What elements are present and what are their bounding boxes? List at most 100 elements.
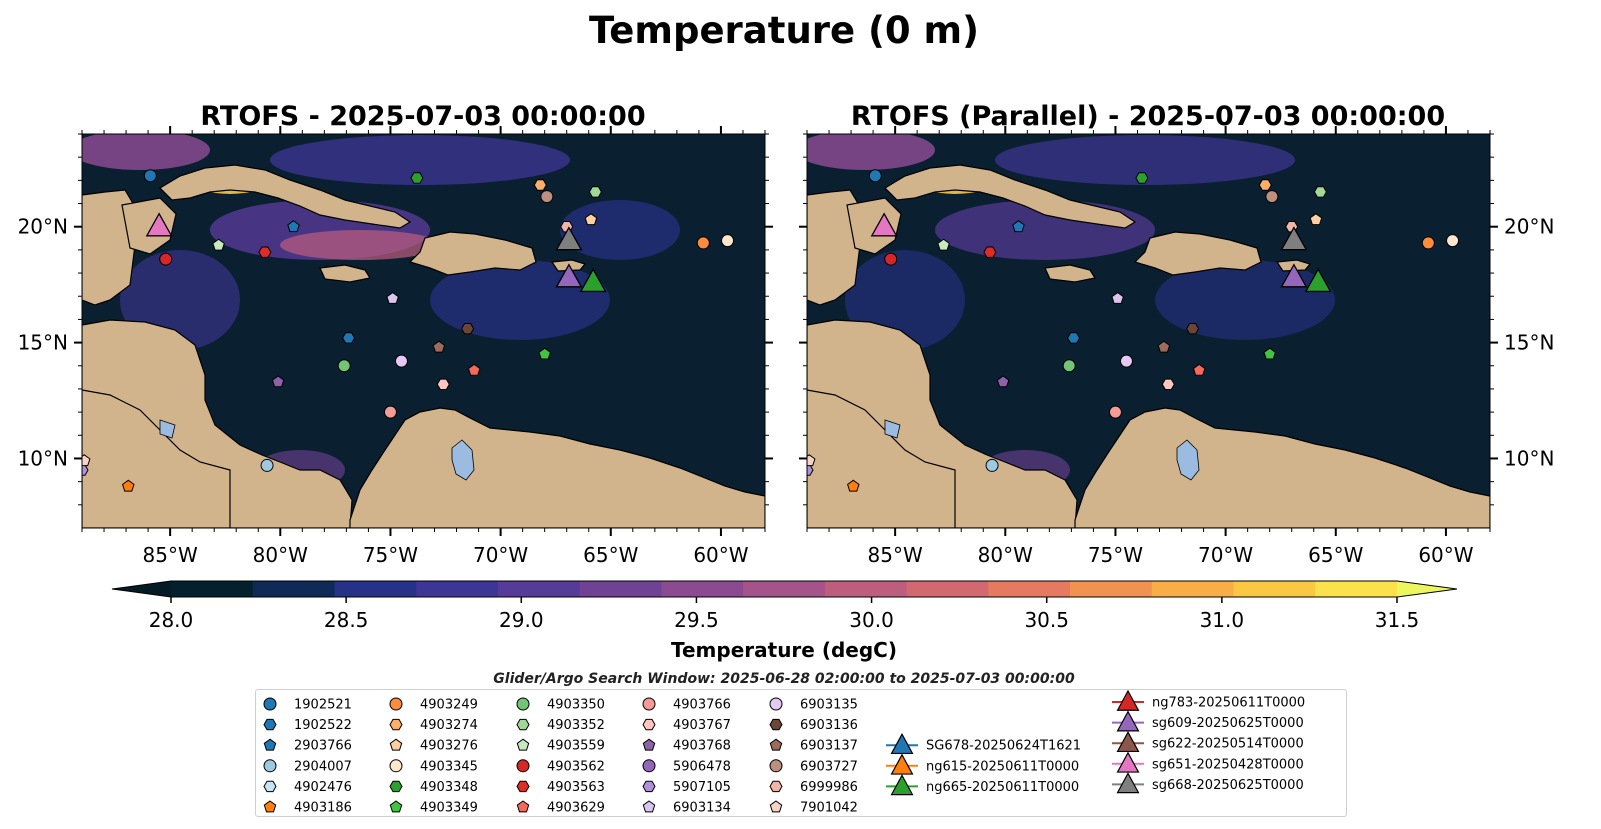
colorbar-tick-label: 29.0 bbox=[499, 608, 544, 632]
legend-marker-4903767 bbox=[642, 718, 656, 731]
legend-marker-4903249 bbox=[389, 697, 403, 711]
legend-marker-4903349 bbox=[389, 800, 403, 813]
argo-float-4903559 bbox=[937, 238, 950, 251]
argo-float-4903349 bbox=[1263, 347, 1276, 360]
legend-label: 4903276 bbox=[420, 739, 478, 754]
colorbar-level bbox=[661, 581, 744, 597]
argo-float-4903186 bbox=[122, 479, 135, 492]
legend: 1902521 1902522 2903766 2904007 4902476 49031… bbox=[255, 689, 1347, 817]
argo-float-4903274 bbox=[533, 179, 547, 191]
x-tick-label: 75°W bbox=[1088, 543, 1143, 567]
glider-sg651-20250428T0000 bbox=[870, 212, 898, 237]
legend-label: 6903134 bbox=[673, 801, 731, 816]
argo-float-6903136 bbox=[461, 323, 475, 335]
legend-label: 4903768 bbox=[673, 739, 731, 754]
argo-float-4903249 bbox=[1421, 236, 1435, 250]
argo-float-4903768 bbox=[271, 375, 285, 388]
colorbar-level bbox=[497, 581, 581, 597]
legend-label: 6903136 bbox=[800, 718, 858, 733]
glider-ng665-20250611T0000 bbox=[579, 267, 607, 293]
legend-marker-6903135 bbox=[769, 697, 783, 711]
legend-marker-4903768 bbox=[642, 738, 656, 751]
argo-float-4903276 bbox=[1309, 213, 1323, 226]
legend-marker-6903137 bbox=[769, 738, 783, 751]
argo-float-4903766 bbox=[383, 405, 397, 419]
x-tick-label: 65°W bbox=[1308, 543, 1363, 567]
argo-float-6903134 bbox=[386, 291, 399, 304]
legend-label: 2904007 bbox=[294, 759, 352, 774]
legend-label: 4903350 bbox=[547, 698, 605, 713]
argo-float-4903348 bbox=[1135, 172, 1149, 184]
x-tick-label: 70°W bbox=[1198, 543, 1253, 567]
figure-suptitle: Temperature (0 m) bbox=[589, 9, 979, 52]
left-axis-ticks: 85°W 80°W 75°W 70°W 65°W 60°W 20°N 15°N 10°N bbox=[18, 126, 773, 567]
argo-float-2903766 bbox=[1012, 220, 1025, 233]
argo-float-4903352 bbox=[1313, 186, 1327, 198]
legend-label: ng615-20250611T0000 bbox=[926, 759, 1079, 774]
legend-label: 4903186 bbox=[294, 801, 352, 816]
argo-float-4903352 bbox=[588, 186, 602, 198]
argo-float-7901042 bbox=[82, 454, 91, 467]
colorbar: 28.0 28.5 29.0 29.5 30.0 30.5 31.0 31.5 Tempera… bbox=[111, 580, 1458, 662]
legend-label: 6903137 bbox=[800, 739, 858, 754]
argo-float-4903345 bbox=[721, 234, 735, 248]
argo-float-1902521 bbox=[143, 169, 157, 183]
legend-marker-sg609-20250625T0000 bbox=[1116, 710, 1140, 732]
argo-float-1902522 bbox=[1067, 332, 1081, 344]
legend-label: 4903629 bbox=[547, 801, 605, 816]
argo-float-4903563 bbox=[983, 246, 997, 258]
x-tick-label: 75°W bbox=[363, 543, 418, 567]
colorbar-level bbox=[743, 581, 826, 597]
argo-float-4903559 bbox=[212, 238, 225, 251]
search-window-note: Glider/Argo Search Window: 2025-06-28 02… bbox=[493, 671, 1075, 687]
left-map-panel: RTOFS - 2025-07-03 00:00:00 bbox=[18, 101, 773, 567]
left-panel-title: RTOFS - 2025-07-03 00:00:00 bbox=[200, 101, 645, 132]
colorbar-level bbox=[988, 581, 1071, 597]
legend-label: 4903767 bbox=[673, 718, 731, 733]
legend-marker-2904007 bbox=[263, 759, 277, 773]
legend-label: sg622-20250514T0000 bbox=[1152, 737, 1304, 752]
legend-marker-4903350 bbox=[516, 697, 530, 711]
argo-float-4903768 bbox=[996, 375, 1010, 388]
legend-label: 6903135 bbox=[800, 698, 858, 713]
argo-float-4903249 bbox=[696, 236, 710, 250]
glider-sg651-20250428T0000 bbox=[145, 212, 173, 237]
colorbar-extend-high bbox=[1397, 581, 1457, 597]
legend-marker-1902521 bbox=[263, 697, 277, 711]
x-tick-label: 80°W bbox=[253, 543, 308, 567]
x-tick-label: 60°W bbox=[693, 543, 748, 567]
colorbar-level bbox=[252, 581, 336, 597]
colorbar-level bbox=[1070, 581, 1153, 597]
legend-marker-sg651-20250428T0000 bbox=[1116, 751, 1140, 773]
argo-float-4903349 bbox=[538, 347, 551, 360]
legend-label: SG678-20250624T1621 bbox=[926, 739, 1081, 754]
right-markers bbox=[807, 169, 1460, 492]
argo-float-6903135 bbox=[1119, 354, 1133, 368]
glider-sg668-20250625T0000 bbox=[1280, 226, 1308, 251]
legend-label: 5906478 bbox=[673, 759, 731, 774]
legend-marker-sg668-20250625T0000 bbox=[1116, 772, 1140, 794]
colorbar-tick-label: 29.5 bbox=[674, 608, 719, 632]
argo-float-4903276 bbox=[584, 213, 598, 226]
y-tick-label: 20°N bbox=[1504, 215, 1554, 239]
legend-marker-6903136 bbox=[769, 718, 783, 731]
legend-marker-4903345 bbox=[389, 759, 403, 773]
argo-float-6903137 bbox=[432, 340, 446, 353]
x-tick-label: 80°W bbox=[978, 543, 1033, 567]
legend-label: 6903727 bbox=[800, 759, 858, 774]
legend-marker-4903559 bbox=[516, 738, 530, 751]
legend-marker-ng615-20250611T0000 bbox=[890, 753, 914, 775]
argo-float-6903135 bbox=[394, 354, 408, 368]
argo-float-4903766 bbox=[1108, 405, 1122, 419]
left-markers bbox=[82, 169, 735, 492]
argo-float-6903134 bbox=[1111, 291, 1124, 304]
colorbar-tick-label: 30.0 bbox=[849, 608, 894, 632]
argo-float-4903345 bbox=[1446, 234, 1460, 248]
colorbar-level bbox=[1315, 581, 1398, 597]
argo-float-4903629 bbox=[467, 363, 481, 376]
x-tick-label: 65°W bbox=[583, 543, 638, 567]
glider-sg609-20250625T0000 bbox=[1280, 263, 1308, 288]
legend-marker-ng783-20250611T0000 bbox=[1116, 689, 1140, 711]
colorbar-level bbox=[906, 581, 989, 597]
colorbar-tick-label: 31.5 bbox=[1375, 608, 1420, 632]
